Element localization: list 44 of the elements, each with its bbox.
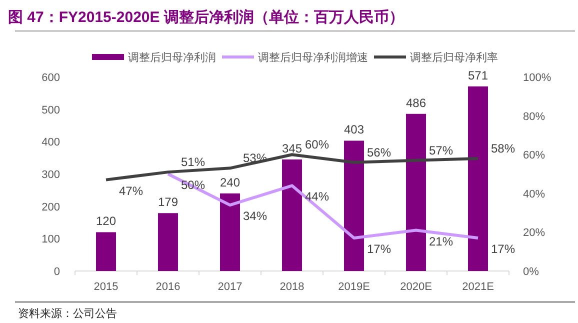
legend-label: 调整后归母净利率	[410, 51, 498, 64]
data-label: 51%	[181, 155, 206, 170]
y2-tick-label: 80%	[523, 110, 546, 123]
x-tick-label: 2015	[94, 281, 118, 293]
data-label: 179	[158, 195, 178, 210]
data-label: 57%	[429, 143, 454, 158]
data-label: 47%	[119, 184, 144, 198]
data-label: 56%	[367, 145, 392, 160]
x-tick-label: 2020E	[400, 281, 432, 293]
y2-tick-label: 100%	[523, 72, 552, 84]
data-label: 486	[406, 96, 426, 110]
y-tick-label: 300	[42, 169, 60, 181]
x-tick-label: 2017	[218, 281, 242, 293]
y2-tick-label: 60%	[523, 150, 546, 162]
data-label: 120	[96, 214, 116, 228]
title: 图 47：FY2015-2020E 调整后净利润（单位：百万人民币）	[8, 9, 404, 26]
data-label: 571	[468, 68, 488, 82]
y2-tick-label: 0%	[523, 266, 540, 278]
data-label: 44%	[305, 190, 330, 204]
y-tick-label: 400	[42, 136, 60, 149]
y-tick-label: 600	[42, 72, 60, 84]
data-label: 17%	[491, 242, 516, 256]
annotation: 资料来源：公司公告	[18, 308, 117, 320]
x-tick-label: 2021E	[462, 281, 494, 293]
data-label: 60%	[305, 138, 330, 152]
y-tick-label: 100	[42, 234, 60, 246]
legend-label: 调整后归母净利润增速	[258, 51, 368, 64]
data-label: 34%	[243, 209, 268, 224]
data-label: 403	[344, 122, 364, 137]
x-tick-label: 2016	[156, 281, 180, 293]
y-tick-label: 200	[42, 201, 60, 214]
data-label: 21%	[429, 234, 454, 248]
data-label: 240	[220, 175, 240, 190]
legend-label: 调整后归母净利润	[128, 51, 216, 64]
y2-tick-label: 40%	[523, 188, 546, 200]
y-tick-label: 500	[42, 104, 60, 116]
data-label: 17%	[367, 242, 392, 256]
x-tick-label: 2018	[280, 281, 304, 293]
data-label: 50%	[181, 178, 206, 192]
y2-tick-label: 20%	[523, 227, 546, 240]
data-label: 58%	[491, 141, 516, 156]
x-tick-label: 2019E	[338, 281, 370, 293]
y-tick-label: 0	[54, 266, 60, 278]
data-label: 345	[282, 141, 302, 156]
